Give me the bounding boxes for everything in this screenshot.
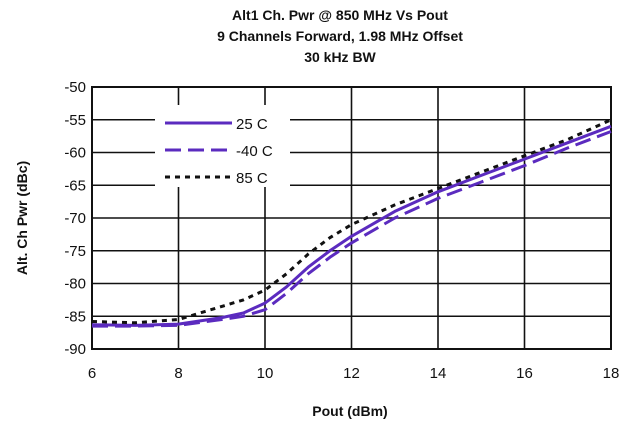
series xyxy=(91,118,612,328)
legend-background xyxy=(155,105,290,187)
y-tick-label: -75 xyxy=(64,243,86,260)
x-tick-label: 8 xyxy=(174,365,182,382)
chart-title-line-2: 9 Channels Forward, 1.98 MHz Offset xyxy=(217,28,463,44)
y-tick-label: -60 xyxy=(64,145,86,162)
y-axis-label: Alt. Ch Pwr (dBc) xyxy=(14,161,30,275)
legend-label-0: 25 C xyxy=(236,116,268,133)
y-tick-label: -90 xyxy=(64,341,86,358)
series-line-1 xyxy=(92,130,612,328)
y-tick-label: -65 xyxy=(64,177,86,194)
legend-label-1: -40 C xyxy=(236,143,273,160)
x-tick-label: 18 xyxy=(603,365,620,382)
chart-title-line-1: Alt1 Ch. Pwr @ 850 MHz Vs Pout xyxy=(232,7,448,23)
y-tick-label: -80 xyxy=(64,276,86,293)
chart-title-line-3: 30 kHz BW xyxy=(304,49,376,65)
x-tick-label: 10 xyxy=(257,365,274,382)
y-tick-label: -85 xyxy=(64,308,86,325)
x-tick-label: 6 xyxy=(88,365,96,382)
x-tick-label: 16 xyxy=(516,365,533,382)
series-line-2 xyxy=(91,118,612,325)
legend: 25 C -40 C 85 C xyxy=(155,105,290,187)
x-tick-label: 14 xyxy=(430,365,447,382)
tick-labels: 6 8 10 12 14 16 18 -50 -55 -60 -65 -70 -75 -80 -85 -90 xyxy=(64,79,619,382)
x-tick-label: 12 xyxy=(343,365,360,382)
y-tick-label: -50 xyxy=(64,79,86,96)
x-axis-label: Pout (dBm) xyxy=(312,403,387,419)
y-tick-label: -70 xyxy=(64,210,86,227)
plot-frame xyxy=(91,86,612,350)
legend-label-2: 85 C xyxy=(236,170,268,187)
y-tick-label: -55 xyxy=(64,112,86,129)
series-line-0 xyxy=(91,124,612,327)
